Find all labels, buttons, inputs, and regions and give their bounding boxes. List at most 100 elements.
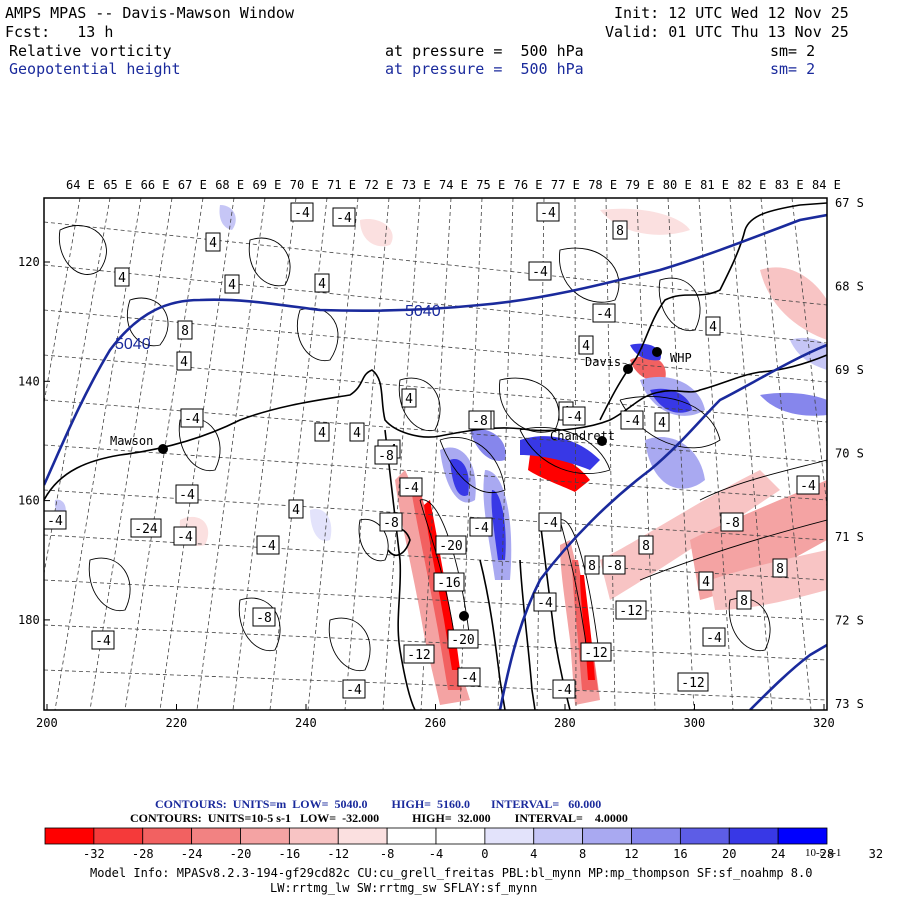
vorticity-label-box [772, 558, 788, 578]
map-area: Mawson Davis WHP Chandrett 5040 5040 -4-… [44, 198, 827, 710]
vorticity-label-box [620, 410, 644, 430]
vorticity-label-box [173, 526, 197, 546]
vorticity-contour-info: CONTOURS: UNITS=10-5 s-1 LOW= -32.000 HI… [130, 811, 628, 825]
vorticity-label-box [796, 475, 820, 495]
height-contour-labels: 5040 5040 [115, 303, 441, 353]
field1-level: at pressure = 500 hPa [385, 42, 584, 60]
vorticity-label: -12 [681, 676, 704, 691]
vorticity-label-box [401, 388, 417, 408]
vorticity-label: -8 [606, 559, 622, 574]
chandrett-station-marker[interactable] [597, 436, 607, 446]
field1-smoothing: sm= 2 [770, 42, 816, 60]
vorticity-label-box [180, 408, 204, 428]
forecast-hour: Fcst: 13 h [5, 23, 114, 41]
vorticity-label-box [468, 410, 492, 430]
longitude-label: 65 E [103, 178, 132, 192]
inland-station-marker[interactable] [459, 611, 469, 621]
vorticity-label-box [720, 512, 744, 532]
colorbar-swatch [435, 827, 486, 845]
x-tick-label: 280 [554, 716, 576, 730]
vorticity-label: 4 [702, 575, 710, 590]
vorticity-label: 4 [318, 426, 326, 441]
vorticity-label: -4 [537, 596, 553, 611]
vorticity-label-box [290, 202, 314, 222]
vorticity-label: -4 [336, 211, 352, 226]
vorticity-label: -4 [542, 516, 558, 531]
vorticity-label-box [342, 679, 366, 699]
vorticity-label-box [288, 499, 304, 519]
vorticity-label: -4 [461, 671, 477, 686]
vorticity-label: -8 [378, 449, 394, 464]
vorticity-label-box [552, 679, 576, 699]
vorticity-label: -4 [596, 307, 612, 322]
vorticity-label: 4 [658, 416, 666, 431]
colorbar-swatch [240, 827, 290, 845]
vorticity-label-box [602, 555, 626, 575]
vorticity-label-box [252, 607, 276, 627]
latitude-label: 69 S [835, 363, 864, 377]
vorticity-label-box [205, 232, 221, 252]
vorticity-label-box [638, 535, 654, 555]
longitude-labels: 64 E 65 E 66 E 67 E 68 E 69 E 70 E 71 E 72 E 73 E… [66, 178, 841, 192]
colorbar-tick-label: 12 [624, 847, 638, 861]
vorticity-label-box [654, 412, 670, 432]
x-tick-label: 300 [684, 716, 706, 730]
vorticity-label: -20 [439, 539, 462, 554]
vorticity-contour-labels: -4-4-48444484-4-444444-44-444-4-44-8-4-4… [44, 202, 820, 699]
vorticity-label-box [592, 303, 616, 323]
vorticity-label-box [379, 512, 403, 532]
vorticity-label-box [584, 555, 600, 575]
lat-lon-grid [44, 198, 827, 710]
vorticity-label-box [224, 274, 240, 294]
longitude-label: 79 E [626, 178, 655, 192]
vorticity-label: -4 [473, 521, 489, 536]
longitude-label: 68 E [215, 178, 244, 192]
vorticity-label: -12 [584, 646, 607, 661]
vorticity-label-box [130, 518, 162, 538]
station-markers [158, 347, 662, 621]
colorbar-swatch [582, 827, 632, 845]
vorticity-label: -8 [383, 516, 399, 531]
colorbar-swatch [777, 827, 828, 845]
vorticity-label: 4 [318, 277, 326, 292]
vorticity-label: -4 [532, 265, 548, 280]
colorbar-swatch [191, 827, 241, 845]
longitude-label: 77 E [551, 178, 580, 192]
x-axis-ticks: 200 220 240 260 280 300 320 [36, 704, 835, 730]
colorbar-tick-label: -12 [327, 847, 349, 861]
valid-time: Valid: 01 UTC Thu 13 Nov 25 [605, 23, 849, 41]
vorticity-label-box [399, 477, 423, 497]
colorbar-swatch [337, 827, 388, 845]
longitude-label: 72 E [364, 178, 393, 192]
vorticity-label-box [403, 644, 435, 664]
x-tick-label: 260 [425, 716, 447, 730]
height-contour-info: CONTOURS: UNITS=m LOW= 5040.0 HIGH= 5160… [155, 797, 602, 811]
y-tick-label: 120 [18, 255, 40, 269]
colorbar-tick-label: 20 [722, 847, 736, 861]
vorticity-label-box [536, 202, 560, 222]
x-tick-label: 220 [166, 716, 188, 730]
mawson-station-marker[interactable] [158, 444, 168, 454]
longitude-label: 81 E [700, 178, 729, 192]
davis-station-marker[interactable] [623, 364, 633, 374]
height-label: 5040 [115, 336, 151, 353]
colorbar-tick-label: -20 [230, 847, 252, 861]
vorticity-label: 8 [776, 562, 784, 577]
colorbar-tick-label: -28 [132, 847, 154, 861]
colorbar-swatch [533, 827, 584, 845]
colorbar-swatch [679, 827, 730, 845]
colorbar-swatch [728, 827, 779, 845]
colorbar-tick-label: 24 [771, 847, 785, 861]
whp-station-marker[interactable] [652, 347, 662, 357]
vorticity-label-box [698, 571, 714, 591]
vorticity-label-box [91, 630, 115, 650]
vorticity-label: -4 [47, 514, 63, 529]
vorticity-label-box [175, 484, 199, 504]
init-time: Init: 12 UTC Wed 12 Nov 25 [614, 4, 849, 22]
vorticity-label-box [562, 406, 586, 426]
vorticity-label-box [533, 592, 557, 612]
colorbar-tick-label: -16 [279, 847, 301, 861]
vorticity-label: 4 [709, 320, 717, 335]
colorbar-tick-label: 8 [579, 847, 586, 861]
